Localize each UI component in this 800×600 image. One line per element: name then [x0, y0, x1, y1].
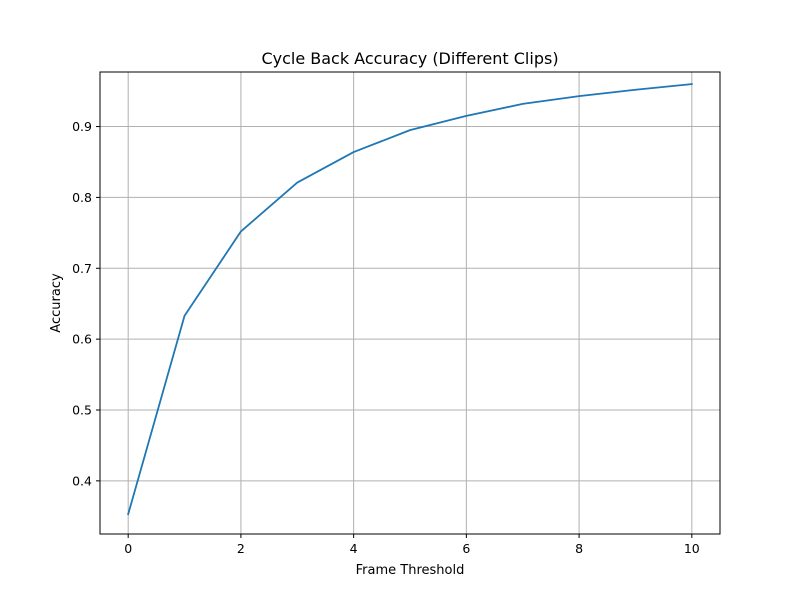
y-tick-label: 0.4 [72, 473, 92, 488]
series-layer [127, 83, 693, 516]
x-axis-label: Frame Threshold [356, 563, 465, 578]
x-tick-label: 6 [462, 541, 470, 556]
plot-frame [99, 71, 721, 535]
y-tick-label: 0.6 [72, 332, 92, 347]
y-tick-label: 0.9 [72, 119, 92, 134]
x-tick-label: 10 [684, 541, 700, 556]
y-tick-label: 0.7 [72, 261, 92, 276]
series-line [127, 83, 693, 516]
x-tick-label: 0 [124, 541, 132, 556]
y-tick-label: 0.5 [72, 402, 92, 417]
tick-layer: 0 2 4 6 8 10 0.4 0.5 0.6 0.7 0.8 0.9 [72, 119, 700, 556]
grid-layer [100, 72, 720, 534]
x-tick-label: 4 [350, 541, 358, 556]
chart-title: Cycle Back Accuracy (Different Clips) [261, 49, 558, 68]
x-tick-label: 2 [237, 541, 245, 556]
y-axis-label: Accuracy [49, 273, 64, 333]
x-tick-label: 8 [575, 541, 583, 556]
y-tick-label: 0.8 [72, 190, 92, 205]
